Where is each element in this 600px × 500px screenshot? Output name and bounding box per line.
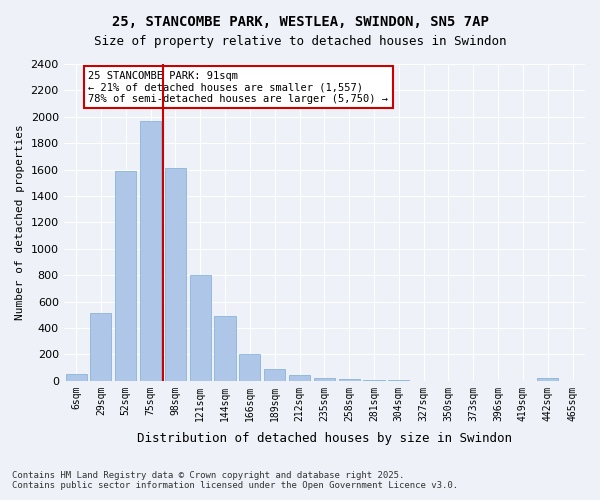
Bar bbox=[364, 380, 385, 381]
Bar bbox=[314, 378, 335, 381]
Bar bbox=[214, 316, 236, 381]
Bar bbox=[239, 354, 260, 381]
Bar bbox=[140, 121, 161, 381]
Bar bbox=[289, 376, 310, 381]
X-axis label: Distribution of detached houses by size in Swindon: Distribution of detached houses by size … bbox=[137, 432, 512, 445]
Bar bbox=[264, 369, 285, 381]
Bar bbox=[165, 168, 186, 381]
Text: Contains HM Land Registry data © Crown copyright and database right 2025.
Contai: Contains HM Land Registry data © Crown c… bbox=[12, 470, 458, 490]
Bar bbox=[115, 171, 136, 381]
Text: 25 STANCOMBE PARK: 91sqm
← 21% of detached houses are smaller (1,557)
78% of sem: 25 STANCOMBE PARK: 91sqm ← 21% of detach… bbox=[88, 70, 388, 104]
Y-axis label: Number of detached properties: Number of detached properties bbox=[15, 124, 25, 320]
Bar bbox=[65, 374, 86, 381]
Bar bbox=[190, 275, 211, 381]
Bar bbox=[91, 314, 112, 381]
Text: Size of property relative to detached houses in Swindon: Size of property relative to detached ho… bbox=[94, 35, 506, 48]
Bar bbox=[537, 378, 559, 381]
Bar bbox=[338, 380, 360, 381]
Text: 25, STANCOMBE PARK, WESTLEA, SWINDON, SN5 7AP: 25, STANCOMBE PARK, WESTLEA, SWINDON, SN… bbox=[112, 15, 488, 29]
